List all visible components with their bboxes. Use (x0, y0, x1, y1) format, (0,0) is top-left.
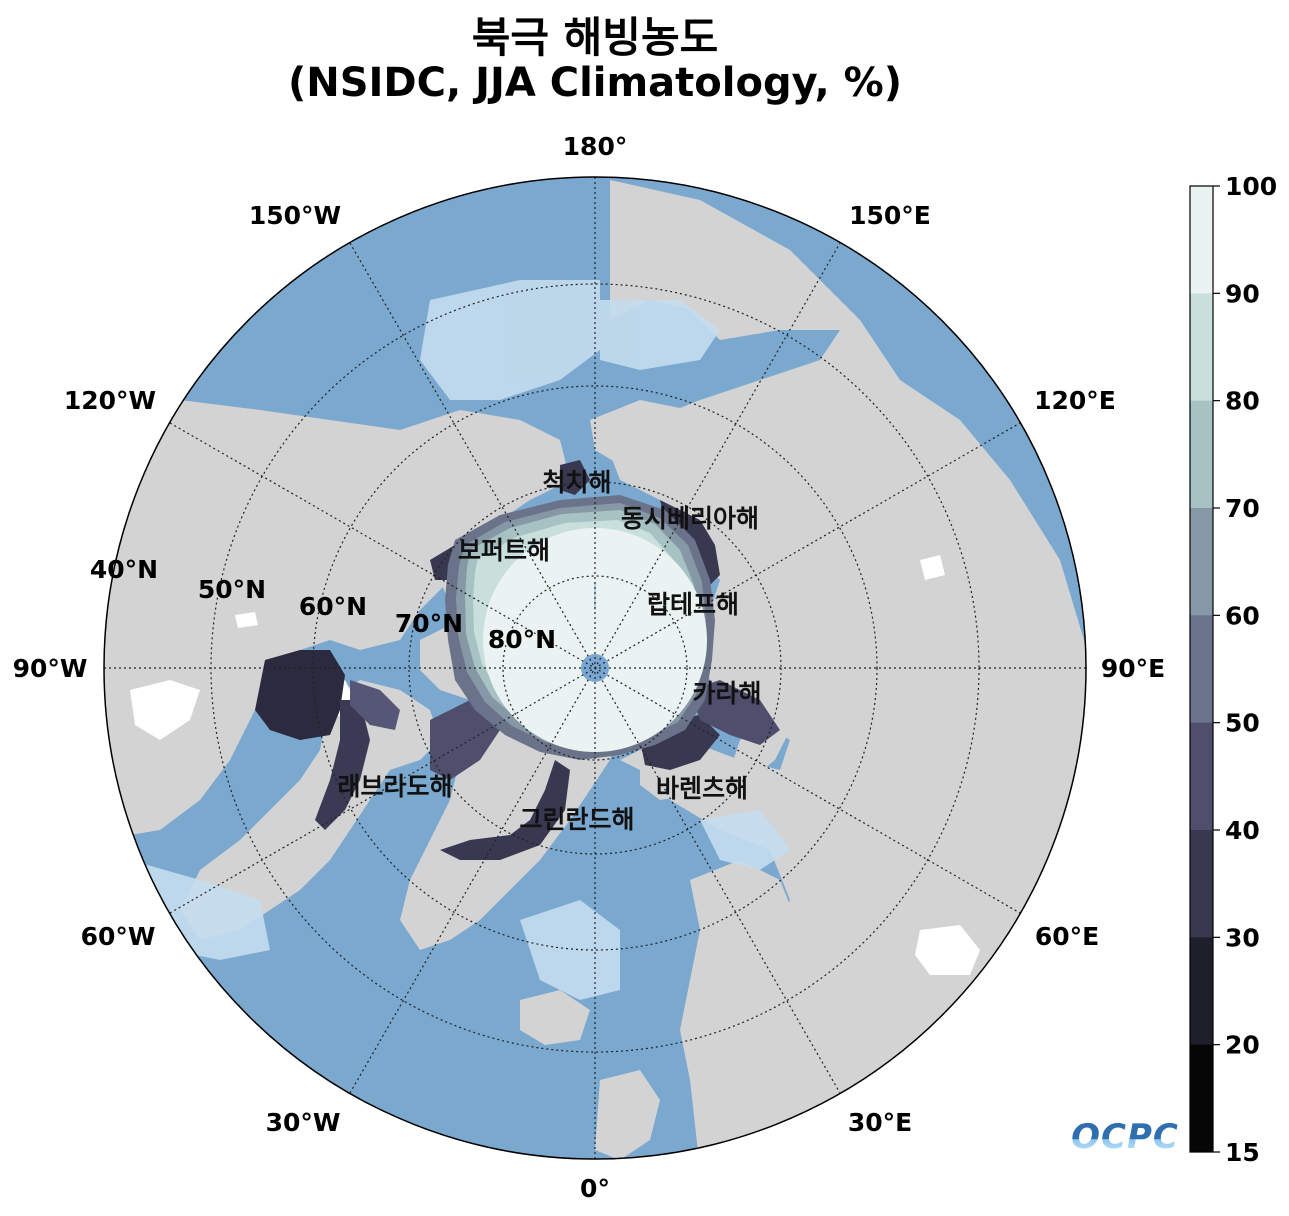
colorbar-tick-label: 100 (1225, 172, 1277, 201)
sea-label-east-siberian: 동시베리아해 (621, 504, 759, 533)
lat-label-60: 60°N (299, 592, 367, 621)
colorbar-segment (1190, 186, 1213, 294)
sea-label-kara: 카라해 (692, 679, 761, 708)
colorbar-segment (1190, 615, 1213, 724)
colorbar-segments (1190, 186, 1213, 1153)
chart-subtitle: (NSIDC, JJA Climatology, %) (287, 60, 903, 106)
logo-text: OCPC (1071, 1117, 1179, 1157)
colorbar-segment (1190, 937, 1213, 1046)
chart-title: 북극 해빙농도 (471, 13, 719, 62)
colorbar-tick-label: 90 (1225, 279, 1260, 308)
lon-label-90e: 90°E (1101, 654, 1165, 683)
map-border (103, 176, 1087, 1160)
colorbar-tick-label: 40 (1225, 816, 1260, 845)
sea-ice (255, 460, 780, 860)
sea-label-beaufort: 보퍼트해 (458, 536, 550, 565)
lon-label-60w: 60°W (81, 922, 156, 951)
colorbar-tick-label: 60 (1225, 601, 1260, 630)
lon-label-30w: 30°W (266, 1108, 341, 1137)
colorbar: 100 90 80 70 60 50 40 30 20 15 (1189, 172, 1277, 1167)
colorbar-segment (1190, 1044, 1213, 1153)
colorbar-segment (1190, 830, 1213, 938)
colorbar-ticks: 100 90 80 70 60 50 40 30 20 15 (1213, 172, 1277, 1167)
colorbar-segment (1190, 508, 1213, 616)
lon-label-150e: 150°E (849, 201, 931, 230)
sea-label-laptev: 랍테프해 (647, 590, 739, 619)
sea-label-greenland: 그린란드해 (519, 805, 634, 834)
lon-label-150w: 150°W (249, 201, 341, 230)
sea-label-barents: 바렌츠해 (656, 774, 748, 803)
colorbar-tick-label: 20 (1225, 1031, 1260, 1060)
colorbar-tick-label: 80 (1225, 387, 1260, 416)
lon-label-60e: 60°E (1035, 922, 1099, 951)
lat-label-80: 80°N (488, 625, 556, 654)
lat-label-70: 70°N (395, 609, 463, 638)
shelf (130, 280, 790, 1000)
sea-label-labrador: 래브라도해 (337, 772, 452, 801)
lon-label-120e: 120°E (1034, 386, 1116, 415)
lon-label-120w: 120°W (64, 386, 156, 415)
colorbar-segment (1190, 722, 1213, 831)
colorbar-tick-label: 15 (1225, 1138, 1260, 1167)
lon-label-90w: 90°W (13, 654, 88, 683)
longitude-labels: 180° 150°E 120°E 90°E 60°E 30°E 0° 30°W … (13, 132, 1166, 1203)
colorbar-tick-label: 30 (1225, 923, 1260, 952)
colorbar-segment (1190, 400, 1213, 509)
land-ice (130, 555, 980, 975)
lon-label-30e: 30°E (848, 1108, 912, 1137)
colorbar-tick-label: 70 (1225, 494, 1260, 523)
sea-label-chukchi: 척치해 (542, 468, 611, 497)
colorbar-segment (1190, 293, 1213, 402)
latitude-labels: 40°N 50°N 60°N 70°N 80°N (90, 555, 556, 654)
map-area (104, 177, 1086, 1159)
lat-label-50: 50°N (198, 575, 266, 604)
graticule-meridians (104, 177, 1086, 1159)
ocpc-logo: OCPC (1071, 1117, 1179, 1157)
lon-label-180: 180° (563, 132, 628, 161)
lat-label-40: 40°N (90, 555, 158, 584)
colorbar-tick-label: 50 (1225, 709, 1260, 738)
lon-label-0: 0° (580, 1174, 610, 1203)
colorbar-frame (1189, 185, 1214, 1153)
sea-labels: 척치해 동시베리아해 보퍼트해 랍테프해 카라해 바렌츠해 래브라도해 그린란드… (337, 468, 761, 834)
